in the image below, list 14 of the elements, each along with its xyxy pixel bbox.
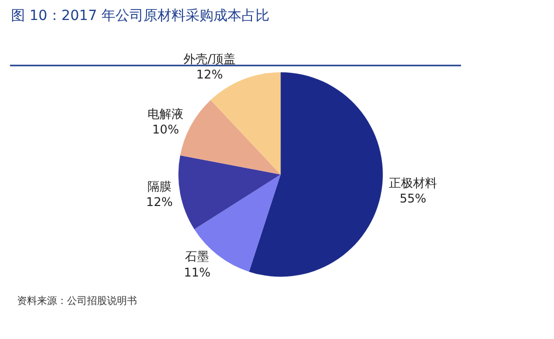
slice-label: 外壳/顶盖: [184, 52, 236, 66]
slice-label: 石墨: [185, 250, 210, 264]
pie-slice: [249, 72, 383, 277]
slice-label: 电解液: [148, 107, 184, 122]
data-label: 12%: [146, 194, 173, 209]
text: 资料来源：公司招股说明书: [17, 295, 137, 307]
chart-title: 图 10：2017 年公司原材料采购成本占比: [11, 8, 270, 24]
slice-label: 隔膜: [147, 179, 172, 194]
data-label: 10%: [152, 122, 179, 137]
data-label: 11%: [184, 265, 211, 280]
pie-slice: [178, 155, 281, 230]
data-label: 55%: [400, 192, 426, 206]
slice-label: 正极材料: [388, 176, 437, 190]
data-label: 12%: [196, 67, 223, 82]
